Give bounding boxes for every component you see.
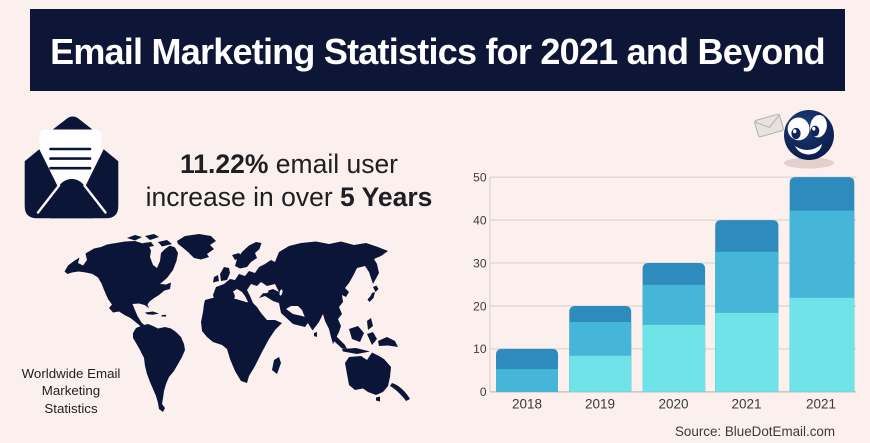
svg-text:30: 30 bbox=[473, 256, 487, 270]
svg-text:10: 10 bbox=[473, 342, 487, 356]
svg-text:2021: 2021 bbox=[731, 396, 761, 411]
svg-text:20: 20 bbox=[473, 299, 487, 313]
svg-text:50: 50 bbox=[473, 170, 487, 184]
svg-text:2020: 2020 bbox=[658, 396, 688, 411]
svg-text:0: 0 bbox=[480, 385, 487, 399]
svg-text:40: 40 bbox=[473, 213, 487, 227]
svg-text:2021: 2021 bbox=[806, 396, 836, 411]
svg-text:2019: 2019 bbox=[585, 396, 615, 411]
svg-text:2018: 2018 bbox=[512, 396, 542, 411]
